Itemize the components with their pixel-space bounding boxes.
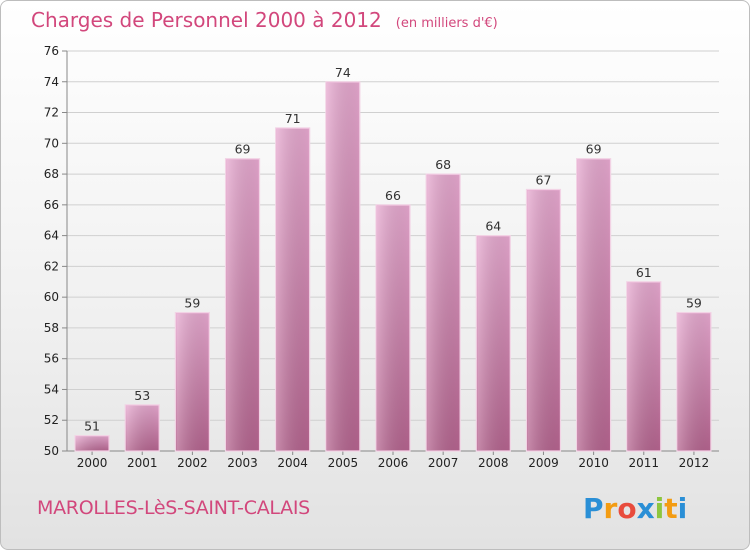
proxiti-logo: Proxiti	[583, 492, 687, 525]
x-tick-label: 2005	[328, 456, 359, 470]
y-tick-label: 68	[44, 167, 59, 181]
logo-letter: i	[678, 492, 688, 525]
x-tick-label: 2000	[77, 456, 108, 470]
y-tick-label: 54	[44, 382, 59, 396]
y-tick-label: 76	[44, 44, 59, 58]
chart-title: Charges de Personnel 2000 à 2012 (en mill…	[31, 8, 498, 32]
y-tick-label: 72	[44, 106, 59, 120]
y-tick-label: 64	[44, 229, 59, 243]
x-tick-label: 2010	[578, 456, 609, 470]
data-label: 68	[435, 157, 451, 172]
logo-letter: P	[583, 492, 604, 525]
data-label: 69	[586, 142, 602, 157]
data-labels: 51 53 59 69 71 74 66 68 64 67 69 61 59	[84, 65, 702, 434]
y-tick-label: 60	[44, 290, 59, 304]
x-tick-label: 2004	[277, 456, 308, 470]
x-tick-label: 2009	[528, 456, 559, 470]
location-name: MAROLLES-LèS-SAINT-CALAIS	[37, 497, 310, 519]
x-tick-label: 2008	[478, 456, 509, 470]
bar-sheen	[627, 282, 660, 450]
y-tick-labels: 50 52 54 56 58 60 62 64 66 68 70 72 74 76	[44, 44, 59, 458]
y-tick-label: 58	[44, 321, 59, 335]
logo-letter: i	[655, 492, 665, 525]
y-tick-label: 70	[44, 136, 59, 150]
x-tick-label: 2012	[679, 456, 710, 470]
y-tick-label: 62	[44, 259, 59, 273]
bar-sheen	[276, 128, 309, 450]
data-label: 74	[335, 65, 351, 80]
y-tick-label: 50	[44, 444, 59, 458]
data-label: 66	[385, 188, 401, 203]
data-label: 61	[636, 265, 652, 280]
bars	[74, 81, 712, 452]
bar-sheen	[527, 190, 560, 450]
bar-sheen	[677, 313, 710, 450]
x-tick-label: 2006	[378, 456, 409, 470]
data-label: 53	[134, 388, 150, 403]
logo-letter: r	[604, 492, 618, 525]
x-tick-label: 2007	[428, 456, 459, 470]
data-label: 69	[235, 142, 251, 157]
x-tick-label: 2001	[127, 456, 158, 470]
bar-sheen	[477, 236, 510, 450]
bar-sheen	[377, 205, 409, 450]
bar-sheen	[427, 175, 460, 451]
bar-sheen	[326, 82, 359, 451]
plot-area: 51 53 59 69 71 74 66 68 64 67 69 61 59 50 52 54 56 58 60 6…	[44, 44, 719, 470]
x-tick-label: 2002	[177, 456, 208, 470]
logo-letter: x	[637, 492, 655, 525]
data-label: 59	[184, 296, 200, 311]
data-label: 67	[536, 172, 552, 187]
y-tick-label: 56	[44, 352, 59, 366]
y-tick-label: 66	[44, 198, 59, 212]
data-label: 71	[285, 111, 301, 126]
logo-letter: o	[617, 492, 636, 525]
bar-sheen	[176, 313, 209, 450]
x-tick-label: 2011	[628, 456, 659, 470]
logo-letter: t	[664, 492, 677, 525]
x-tick-label: 2003	[227, 456, 258, 470]
data-label: 51	[84, 419, 100, 434]
data-label: 59	[686, 296, 702, 311]
bar-sheen	[76, 436, 109, 450]
x-tick-labels: 2000 2001 2002 2003 2004 2005 2006 2007 2008 2009…	[77, 456, 709, 470]
bar-sheen	[577, 159, 610, 450]
y-tick-label: 52	[44, 413, 59, 427]
bar-sheen	[126, 405, 159, 450]
bar-sheen	[226, 159, 259, 450]
y-tick-label: 74	[44, 75, 59, 89]
data-label: 64	[485, 219, 501, 234]
